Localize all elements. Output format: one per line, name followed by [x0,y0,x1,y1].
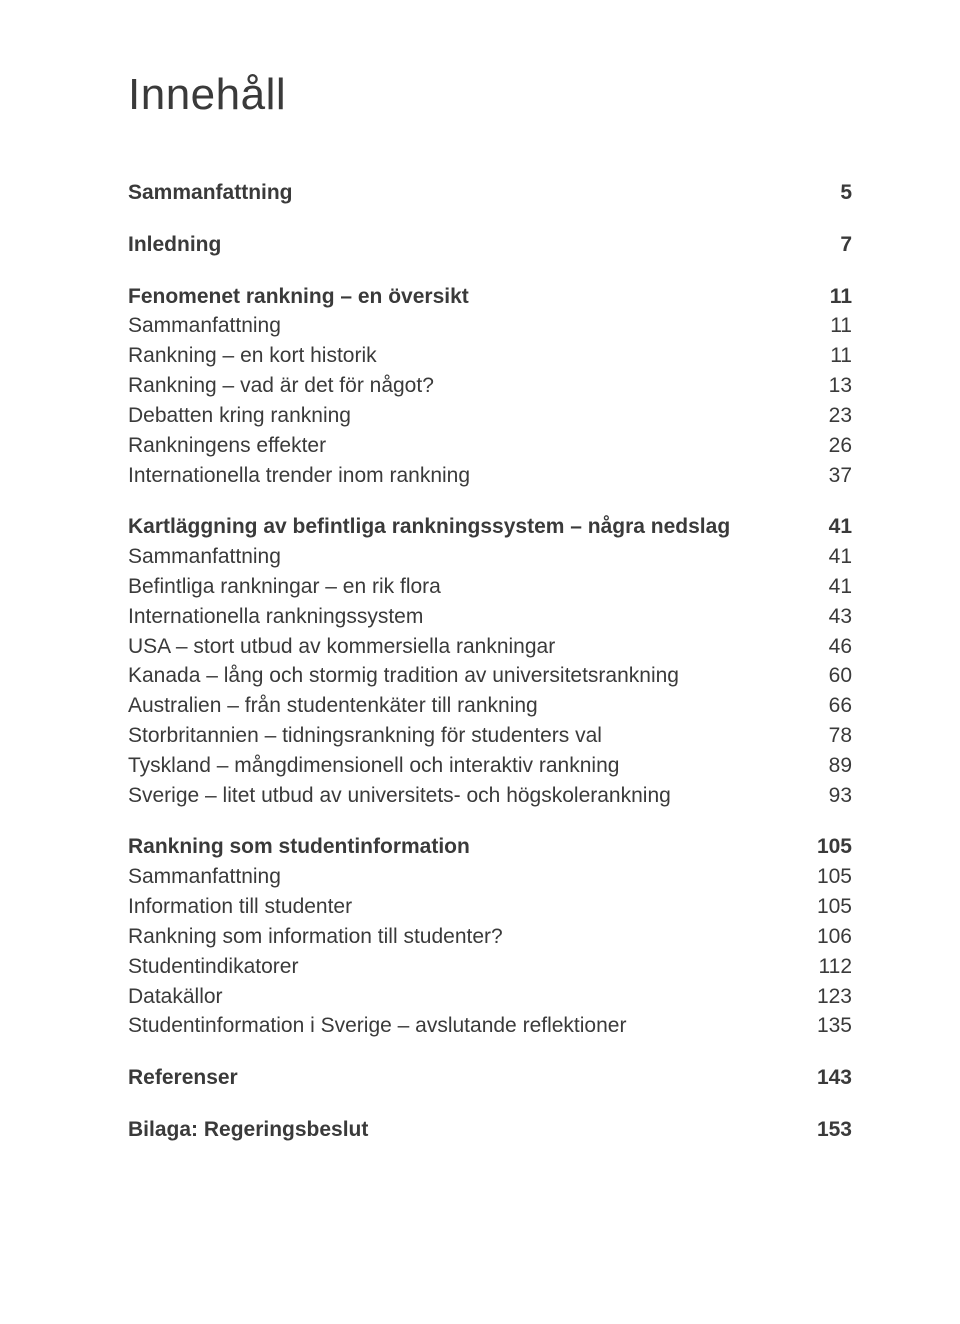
toc-entry: Studentindikatorer112 [128,952,852,982]
toc-entry-label: Rankning som information till studenter? [128,922,804,952]
toc-entry: Rankning som information till studenter?… [128,922,852,952]
toc-entry-page: 105 [804,832,852,862]
toc-entry-label: Sammanfattning [128,311,804,341]
toc-entry-label: Rankningens effekter [128,431,804,461]
toc-entry-page: 112 [804,952,852,982]
toc-section-head: Referenser143 [128,1063,852,1093]
toc-entry-page: 7 [804,230,852,260]
toc-entry-label: Inledning [128,230,804,260]
toc-entry: Sammanfattning105 [128,862,852,892]
toc-entry: USA – stort utbud av kommersiella rankni… [128,632,852,662]
toc-entry-label: Studentinformation i Sverige – avslutand… [128,1011,804,1041]
toc-entry-page: 5 [804,178,852,208]
toc-entry: Rankning – vad är det för något?13 [128,371,852,401]
toc-entry-page: 11 [804,282,852,312]
toc-entry-page: 23 [804,401,852,431]
toc-entry-page: 13 [804,371,852,401]
toc-entry: Internationella rankningssystem43 [128,602,852,632]
toc-entry-page: 43 [804,602,852,632]
toc-entry-label: Bilaga: Regeringsbeslut [128,1115,804,1145]
toc-entry-label: Internationella trender inom rankning [128,461,804,491]
toc-entry-label: Kanada – lång och stormig tradition av u… [128,661,804,691]
toc-section-head: Inledning7 [128,230,852,260]
toc-entry-label: Befintliga rankningar – en rik flora [128,572,804,602]
toc-entry-page: 153 [804,1115,852,1145]
toc-entry-page: 41 [804,512,852,542]
toc-entry-page: 66 [804,691,852,721]
toc-entry-label: Rankning – vad är det för något? [128,371,804,401]
toc-entry-page: 143 [804,1063,852,1093]
toc-entry-label: Tyskland – mångdimensionell och interakt… [128,751,804,781]
page: Innehåll Sammanfattning5Inledning7Fenome… [0,0,960,1324]
toc-entry-page: 105 [804,862,852,892]
page-title: Innehåll [128,70,852,120]
toc-entry-page: 41 [804,572,852,602]
toc-entry: Australien – från studentenkäter till ra… [128,691,852,721]
toc-entry: Sverige – litet utbud av universitets- o… [128,781,852,811]
toc-entry-label: Sammanfattning [128,542,804,572]
toc-entry: Internationella trender inom rankning37 [128,461,852,491]
toc-entry-page: 11 [804,311,852,341]
toc-section-head: Sammanfattning5 [128,178,852,208]
toc-entry-page: 11 [804,341,852,371]
toc-entry: Storbritannien – tidningsrankning för st… [128,721,852,751]
toc-entry-page: 105 [804,892,852,922]
toc-entry-label: Information till studenter [128,892,804,922]
toc-entry-page: 123 [804,982,852,1012]
toc-entry-page: 78 [804,721,852,751]
toc-entry-label: Storbritannien – tidningsrankning för st… [128,721,804,751]
toc-entry: Rankningens effekter26 [128,431,852,461]
toc-entry: Datakällor123 [128,982,852,1012]
toc-entry-label: Sammanfattning [128,178,804,208]
toc-entry: Tyskland – mångdimensionell och interakt… [128,751,852,781]
toc-entry-label: Rankning som studentinformation [128,832,804,862]
toc-entry-page: 135 [804,1011,852,1041]
toc-entry: Information till studenter105 [128,892,852,922]
toc-entry: Sammanfattning11 [128,311,852,341]
toc-entry: Kanada – lång och stormig tradition av u… [128,661,852,691]
toc-entry-page: 41 [804,542,852,572]
toc-entry-page: 46 [804,632,852,662]
toc-section-head: Rankning som studentinformation105 [128,832,852,862]
toc-entry: Debatten kring rankning23 [128,401,852,431]
toc-entry-label: Sammanfattning [128,862,804,892]
toc-entry-label: Fenomenet rankning – en översikt [128,282,804,312]
toc-entry-label: Datakällor [128,982,804,1012]
toc-entry-page: 106 [804,922,852,952]
toc-entry-page: 89 [804,751,852,781]
toc-entry-page: 37 [804,461,852,491]
toc-entry: Befintliga rankningar – en rik flora41 [128,572,852,602]
table-of-contents: Sammanfattning5Inledning7Fenomenet rankn… [128,178,852,1145]
toc-entry-label: Kartläggning av befintliga rankningssyst… [128,512,804,542]
toc-section-head: Kartläggning av befintliga rankningssyst… [128,512,852,542]
toc-entry-label: Debatten kring rankning [128,401,804,431]
toc-entry-label: Australien – från studentenkäter till ra… [128,691,804,721]
toc-entry-label: USA – stort utbud av kommersiella rankni… [128,632,804,662]
toc-entry: Studentinformation i Sverige – avslutand… [128,1011,852,1041]
toc-entry-page: 93 [804,781,852,811]
toc-entry-page: 60 [804,661,852,691]
toc-entry-label: Referenser [128,1063,804,1093]
toc-entry: Rankning – en kort historik11 [128,341,852,371]
toc-section-head: Fenomenet rankning – en översikt11 [128,282,852,312]
toc-entry-label: Studentindikatorer [128,952,804,982]
toc-entry-label: Internationella rankningssystem [128,602,804,632]
toc-entry-page: 26 [804,431,852,461]
toc-entry: Sammanfattning41 [128,542,852,572]
toc-section-head: Bilaga: Regeringsbeslut153 [128,1115,852,1145]
toc-entry-label: Sverige – litet utbud av universitets- o… [128,781,804,811]
toc-entry-label: Rankning – en kort historik [128,341,804,371]
